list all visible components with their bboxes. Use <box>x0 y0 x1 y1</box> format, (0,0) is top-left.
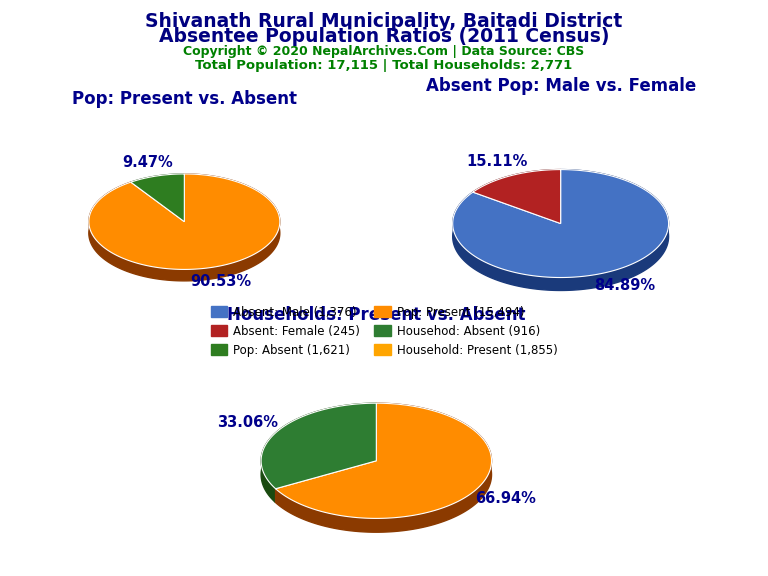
Polygon shape <box>276 403 492 532</box>
Polygon shape <box>89 174 280 281</box>
Text: 66.94%: 66.94% <box>475 491 536 506</box>
Polygon shape <box>89 174 280 270</box>
Text: 33.06%: 33.06% <box>217 415 278 430</box>
Polygon shape <box>131 174 184 194</box>
Text: 15.11%: 15.11% <box>466 154 527 169</box>
Text: Total Population: 17,115 | Total Households: 2,771: Total Population: 17,115 | Total Househo… <box>195 59 573 72</box>
Legend: Absent: Male (1,376), Absent: Female (245), Pop: Absent (1,621), Pop: Present (1: Absent: Male (1,376), Absent: Female (24… <box>210 306 558 357</box>
Polygon shape <box>473 169 561 205</box>
Title: Absent Pop: Male vs. Female: Absent Pop: Male vs. Female <box>425 77 696 95</box>
Polygon shape <box>452 169 669 278</box>
Text: 9.47%: 9.47% <box>123 155 174 170</box>
Polygon shape <box>276 403 492 518</box>
Title: Households: Present vs. Absent: Households: Present vs. Absent <box>227 306 525 324</box>
Polygon shape <box>452 169 669 290</box>
Polygon shape <box>261 403 376 503</box>
Text: Absentee Population Ratios (2011 Census): Absentee Population Ratios (2011 Census) <box>159 27 609 46</box>
Text: 90.53%: 90.53% <box>190 274 251 289</box>
Polygon shape <box>473 169 561 223</box>
Text: Copyright © 2020 NepalArchives.Com | Data Source: CBS: Copyright © 2020 NepalArchives.Com | Dat… <box>184 45 584 58</box>
Polygon shape <box>261 403 376 489</box>
Title: Pop: Present vs. Absent: Pop: Present vs. Absent <box>72 89 296 108</box>
Polygon shape <box>131 174 184 222</box>
Text: Shivanath Rural Municipality, Baitadi District: Shivanath Rural Municipality, Baitadi Di… <box>145 12 623 31</box>
Text: 84.89%: 84.89% <box>594 278 655 293</box>
